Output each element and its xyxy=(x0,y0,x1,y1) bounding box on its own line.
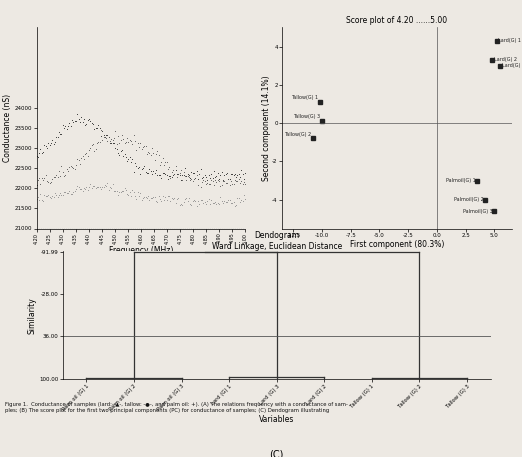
Y-axis label: Second component (14.1%): Second component (14.1%) xyxy=(262,75,271,181)
Text: Figure 1.  Conductance of samples (lard: -▲-, tallow: -●-, and palm oil: +). (A): Figure 1. Conductance of samples (lard: … xyxy=(5,402,348,413)
Y-axis label: Conductance (nS): Conductance (nS) xyxy=(3,94,12,162)
Text: Palmoil(G) 1: Palmoil(G) 1 xyxy=(446,178,476,183)
Text: Tallow(G) 3: Tallow(G) 3 xyxy=(293,114,321,119)
X-axis label: First component (80.3%): First component (80.3%) xyxy=(350,240,444,250)
Title: Dendogram
Ward Linkage, Euclidean Distance: Dendogram Ward Linkage, Euclidean Distan… xyxy=(211,231,342,250)
Text: Tallow(G) 2: Tallow(G) 2 xyxy=(284,132,311,137)
Text: Lard(G) 1: Lard(G) 1 xyxy=(499,38,521,43)
Text: (A): (A) xyxy=(134,305,148,315)
Text: Tallow(G) 1: Tallow(G) 1 xyxy=(291,95,318,100)
Title: Score plot of 4.20 ......5.00: Score plot of 4.20 ......5.00 xyxy=(346,16,447,25)
Text: Lard(G) 2: Lard(G) 2 xyxy=(494,58,517,63)
Text: Lard(G) 3: Lard(G) 3 xyxy=(502,63,522,68)
Text: (C): (C) xyxy=(269,450,284,457)
Text: Palmoil(G) 3: Palmoil(G) 3 xyxy=(463,209,493,214)
X-axis label: Variables: Variables xyxy=(259,415,294,424)
Text: (B): (B) xyxy=(389,305,404,315)
X-axis label: Frequency (MHz): Frequency (MHz) xyxy=(109,246,173,255)
Y-axis label: Similarity: Similarity xyxy=(28,297,37,334)
Text: Palmoil(G) 2: Palmoil(G) 2 xyxy=(454,197,483,202)
